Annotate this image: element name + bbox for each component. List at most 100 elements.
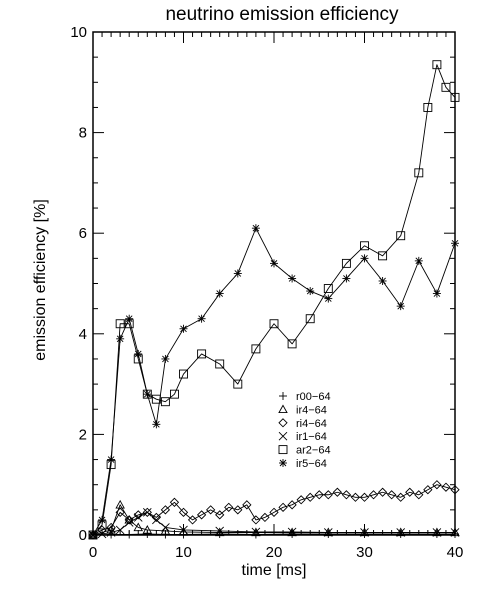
- legend-label: ir5−64: [296, 458, 327, 470]
- data-point-diamond: [151, 512, 161, 523]
- data-point-diamond: [359, 492, 370, 502]
- data-point-diamond: [287, 500, 297, 510]
- data-point-square: [378, 251, 388, 261]
- data-point-asterisk: [432, 289, 441, 298]
- data-point-asterisk: [233, 269, 242, 278]
- data-point-diamond: [196, 510, 207, 520]
- data-point-asterisk: [342, 274, 351, 283]
- data-point-diamond: [233, 505, 243, 515]
- data-point-diamond: [296, 495, 306, 505]
- plot-frame: [92, 31, 456, 536]
- data-point-asterisk: [197, 314, 206, 323]
- data-point-diamond: [215, 510, 225, 520]
- data-point-square: [450, 92, 460, 102]
- data-point-cross: [251, 527, 261, 537]
- x-axis-label: time [ms]: [242, 562, 307, 579]
- series-line: [92, 227, 456, 536]
- data-point-diamond: [314, 490, 324, 500]
- data-point-asterisk: [98, 515, 107, 524]
- data-point-diamond: [323, 490, 333, 500]
- data-point-cross: [161, 523, 170, 532]
- data-point-triangle: [214, 527, 225, 537]
- data-point-cross: [106, 528, 116, 537]
- data-point-diamond: [133, 510, 143, 520]
- data-point-asterisk: [270, 259, 278, 268]
- data-point-square: [269, 319, 279, 329]
- data-point-square: [151, 394, 161, 404]
- data-point-plus: [143, 529, 152, 538]
- data-point-cross: [133, 513, 143, 522]
- data-point-cross: [115, 525, 125, 535]
- data-point-triangle: [142, 525, 153, 534]
- data-point-cross: [450, 528, 460, 537]
- data-point-diamond: [278, 502, 288, 512]
- data-point-diamond: [260, 512, 270, 523]
- data-point-asterisk: [134, 349, 143, 358]
- y-tick-label: 6: [79, 225, 87, 242]
- data-point-diamond: [441, 482, 451, 492]
- data-point-square: [160, 397, 170, 407]
- data-point-asterisk: [251, 224, 260, 233]
- x-tick-label: 10: [175, 544, 192, 561]
- data-point-triangle: [124, 514, 134, 524]
- data-point-asterisk: [451, 239, 459, 248]
- data-point-square: [414, 168, 424, 178]
- data-point-diamond: [142, 507, 152, 518]
- y-tick-label: 10: [70, 24, 87, 41]
- legend-label: r00−64: [296, 391, 331, 403]
- data-point-asterisk: [396, 302, 405, 311]
- data-point-triangle: [160, 526, 171, 535]
- data-point-cross: [152, 515, 161, 525]
- legend-marker-triangle: [278, 404, 288, 414]
- data-point-cross: [432, 528, 442, 537]
- data-point-diamond: [169, 497, 180, 507]
- chart-title: neutrino emission efficiency: [165, 4, 399, 25]
- data-point-asterisk: [107, 455, 116, 464]
- data-point-cross: [323, 528, 333, 537]
- y-tick-label: 4: [79, 326, 87, 343]
- x-tick-label: 20: [266, 544, 283, 561]
- data-point-cross: [124, 518, 134, 527]
- y-axis-label: emission efficiency [%]: [32, 199, 49, 361]
- data-point-cross: [215, 526, 225, 536]
- data-point-asterisk: [143, 390, 152, 399]
- series-3: [88, 480, 460, 540]
- y-tick-label: 0: [79, 527, 87, 544]
- data-point-asterisk: [288, 274, 297, 283]
- data-point-asterisk: [215, 289, 224, 298]
- data-point-square: [251, 344, 261, 354]
- data-point-diamond: [242, 500, 252, 510]
- data-point-asterisk: [324, 294, 333, 303]
- data-point-diamond: [450, 485, 460, 495]
- series-line: [92, 511, 455, 536]
- data-point-square: [396, 231, 406, 241]
- x-tick-label: 40: [447, 544, 464, 561]
- data-point-asterisk: [306, 287, 315, 296]
- data-point-cross: [396, 528, 406, 537]
- plot-area: 0 10 20 30 40 0 2 4 6 8 10: [70, 24, 463, 561]
- series-6: [89, 224, 459, 539]
- legend-label: ir4−64: [296, 404, 327, 416]
- data-point-diamond: [350, 492, 361, 502]
- data-point-diamond: [160, 505, 171, 515]
- data-point-square: [441, 82, 451, 92]
- data-point-asterisk: [414, 256, 423, 265]
- data-point-diamond: [224, 502, 234, 512]
- data-point-diamond: [405, 487, 415, 497]
- legend-item: ir5−64: [279, 458, 327, 470]
- data-point-diamond: [178, 507, 189, 518]
- legend-item: ri4−64: [278, 418, 327, 430]
- data-point-square: [197, 349, 207, 359]
- legend-item: r00−64: [279, 391, 331, 403]
- data-point-diamond: [432, 480, 442, 490]
- data-point-diamond: [341, 490, 352, 500]
- legend-marker-plus: [279, 392, 287, 400]
- y-tick-label: 2: [79, 426, 87, 443]
- data-point-cross: [287, 527, 297, 537]
- data-point-asterisk: [179, 324, 188, 333]
- data-point-square: [233, 379, 243, 389]
- data-point-diamond: [332, 487, 342, 497]
- legend-label: ir1−64: [296, 431, 327, 443]
